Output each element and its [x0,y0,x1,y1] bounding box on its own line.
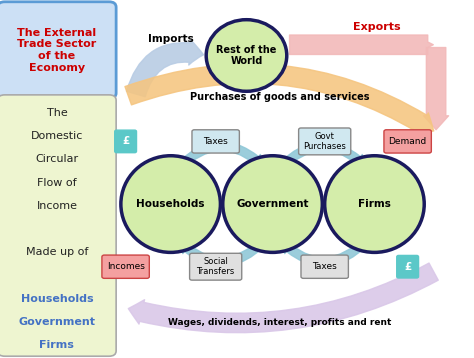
FancyArrowPatch shape [180,239,266,266]
Text: Exports: Exports [353,22,401,32]
Text: £: £ [122,136,129,146]
Text: Taxes: Taxes [312,262,337,271]
FancyBboxPatch shape [115,130,137,153]
Text: Firms: Firms [358,199,391,209]
FancyBboxPatch shape [102,255,149,279]
FancyBboxPatch shape [192,130,239,153]
Text: Circular: Circular [36,154,78,164]
FancyArrowPatch shape [282,239,368,266]
Text: Households: Households [20,294,93,304]
Text: The: The [46,108,67,118]
Text: Domestic: Domestic [31,131,83,141]
Text: Wages, dividends, interest, profits and rent: Wages, dividends, interest, profits and … [168,318,392,327]
Ellipse shape [121,156,220,252]
FancyBboxPatch shape [299,128,351,155]
Text: Incomes: Incomes [107,262,145,271]
Text: The External
Trade Sector
of the
Economy: The External Trade Sector of the Economy [17,28,97,73]
FancyBboxPatch shape [384,130,431,153]
FancyArrowPatch shape [127,40,203,97]
FancyBboxPatch shape [301,255,348,279]
Text: Made up of: Made up of [26,247,88,257]
Ellipse shape [325,156,424,252]
FancyArrowPatch shape [279,142,365,169]
Text: Income: Income [36,201,77,211]
FancyArrowPatch shape [125,64,434,134]
Text: Demand: Demand [389,137,427,146]
Text: Govt
Purchases: Govt Purchases [303,132,346,151]
FancyBboxPatch shape [0,2,116,98]
Text: Government: Government [18,317,95,327]
Text: Imports: Imports [148,34,193,44]
Text: Rest of the
World: Rest of the World [216,45,277,66]
FancyArrowPatch shape [128,263,438,333]
Text: Flow of: Flow of [37,178,77,188]
Text: Firms: Firms [39,340,74,350]
FancyArrowPatch shape [290,35,433,54]
FancyBboxPatch shape [0,95,116,356]
Text: Purchases of goods and services: Purchases of goods and services [190,92,369,102]
Text: Social
Transfers: Social Transfers [197,257,235,276]
Ellipse shape [206,20,287,91]
Text: Taxes: Taxes [203,137,228,146]
Text: Government: Government [237,199,309,209]
FancyArrowPatch shape [177,142,264,169]
FancyBboxPatch shape [190,253,242,280]
Text: £: £ [404,262,411,272]
Text: Households: Households [137,199,205,209]
Ellipse shape [223,156,322,252]
FancyBboxPatch shape [397,256,419,278]
FancyArrowPatch shape [424,48,448,130]
